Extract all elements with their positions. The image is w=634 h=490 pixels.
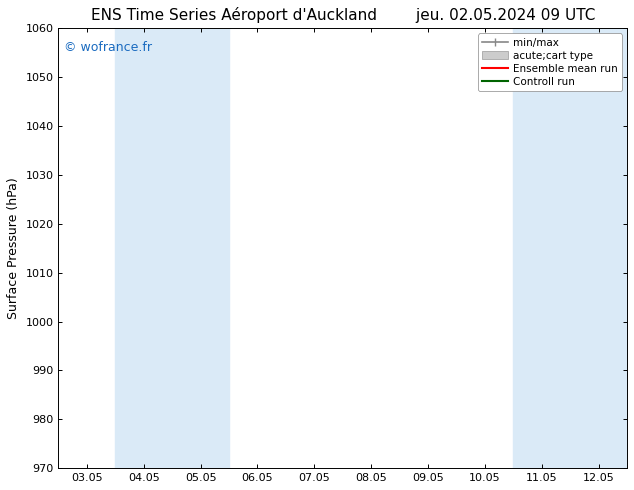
Bar bbox=[514, 28, 627, 468]
Legend: min/max, acute;cart type, Ensemble mean run, Controll run: min/max, acute;cart type, Ensemble mean … bbox=[477, 33, 622, 91]
Bar bbox=[115, 28, 229, 468]
Title: ENS Time Series Aéroport d'Auckland        jeu. 02.05.2024 09 UTC: ENS Time Series Aéroport d'Auckland jeu.… bbox=[91, 7, 595, 23]
Text: © wofrance.fr: © wofrance.fr bbox=[64, 42, 152, 54]
Y-axis label: Surface Pressure (hPa): Surface Pressure (hPa) bbox=[7, 177, 20, 319]
